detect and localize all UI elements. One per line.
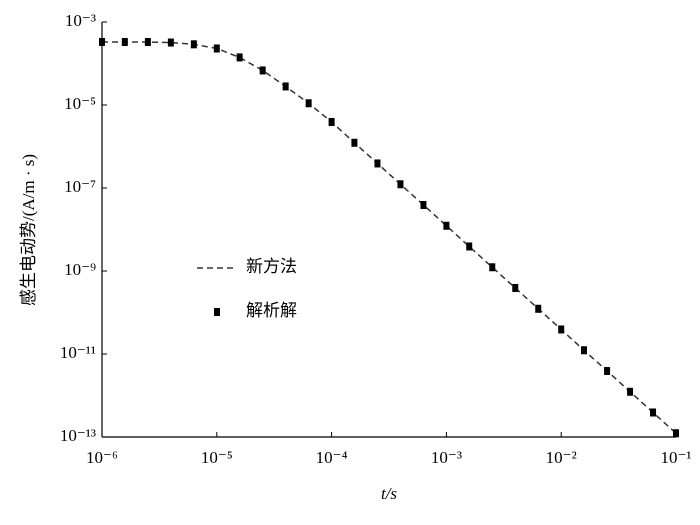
marker xyxy=(512,283,519,292)
marker xyxy=(558,325,565,334)
y-tick-label: 10⁻⁷ xyxy=(64,177,96,196)
x-tick-label: 10⁻⁴ xyxy=(316,448,348,467)
y-axis-label: 感生电动势/(A/m · s) xyxy=(19,154,38,306)
marker xyxy=(627,387,634,396)
x-tick-label: 10⁻² xyxy=(546,448,577,467)
x-tick-label: 10⁻¹ xyxy=(660,448,691,467)
marker xyxy=(236,53,243,62)
marker xyxy=(213,44,220,53)
marker xyxy=(144,37,151,46)
marker xyxy=(351,138,358,147)
marker xyxy=(581,346,588,355)
marker xyxy=(282,82,289,91)
marker xyxy=(99,37,105,46)
x-tick-label: 10⁻⁵ xyxy=(201,448,233,467)
marker xyxy=(650,408,657,417)
marker xyxy=(374,159,381,168)
marker xyxy=(121,37,128,46)
x-tick-label: 10⁻³ xyxy=(431,448,462,467)
legend-label: 解析解 xyxy=(246,301,297,320)
marker xyxy=(397,180,404,189)
marker xyxy=(535,304,542,313)
marker xyxy=(328,117,335,126)
marker xyxy=(420,200,427,209)
legend-marker xyxy=(214,308,220,316)
marker xyxy=(604,366,611,375)
marker xyxy=(673,429,679,438)
y-tick-label: 10⁻⁵ xyxy=(64,94,96,113)
y-tick-label: 10⁻³ xyxy=(65,11,96,30)
marker xyxy=(167,38,174,47)
x-tick-label: 10⁻⁶ xyxy=(86,448,118,467)
marker xyxy=(305,99,312,108)
marker xyxy=(259,66,266,75)
legend-label: 新方法 xyxy=(246,257,297,276)
marker xyxy=(190,40,197,49)
x-axis-label: t/s xyxy=(381,484,397,503)
y-tick-label: 10⁻⁹ xyxy=(64,260,96,279)
y-tick-label: 10⁻¹³ xyxy=(60,426,96,445)
line-series xyxy=(102,41,677,434)
y-tick-label: 10⁻¹¹ xyxy=(60,343,96,362)
marker xyxy=(489,263,496,272)
marker xyxy=(443,221,450,230)
marker xyxy=(466,242,473,251)
